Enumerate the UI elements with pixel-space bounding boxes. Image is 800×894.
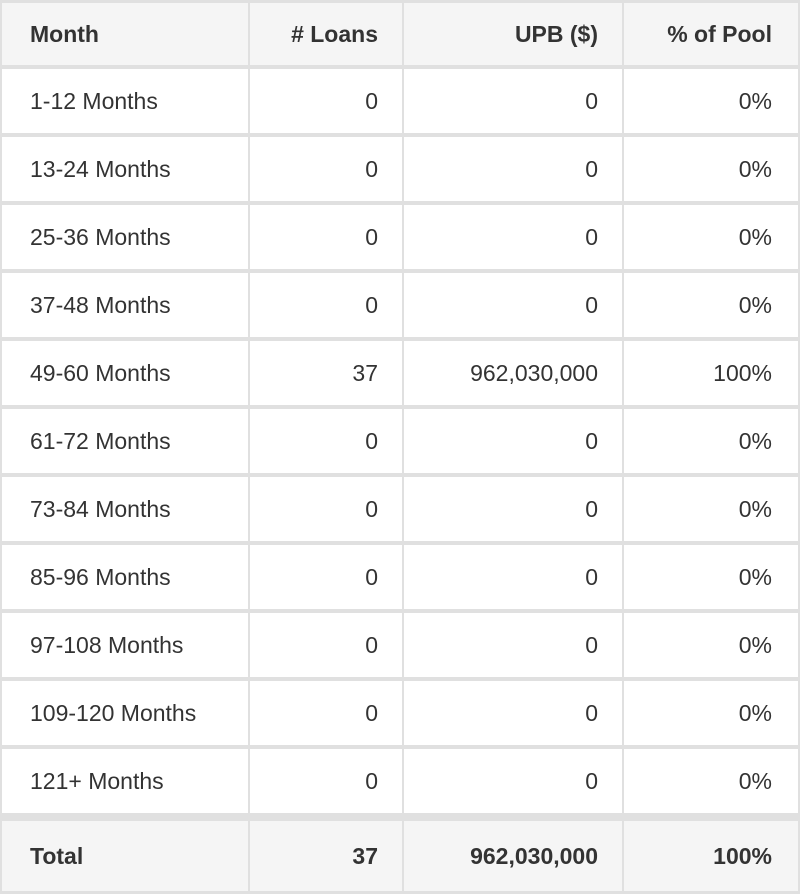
month-cell: 85-96 Months (2, 544, 248, 610)
loans-cell: 37 (250, 340, 402, 406)
table-row: 37-48 Months 0 0 0% (2, 272, 798, 338)
pct-cell: 0% (624, 544, 798, 610)
upb-cell: 0 (404, 612, 622, 678)
upb-cell: 962,030,000 (404, 340, 622, 406)
total-loans-cell: 37 (250, 816, 402, 892)
upb-cell: 0 (404, 204, 622, 270)
table-row: 61-72 Months 0 0 0% (2, 408, 798, 474)
pct-cell: 0% (624, 748, 798, 814)
upb-cell: 0 (404, 408, 622, 474)
table-row: 73-84 Months 0 0 0% (2, 476, 798, 542)
total-upb-cell: 962,030,000 (404, 816, 622, 892)
month-cell: 37-48 Months (2, 272, 248, 338)
table-row: 97-108 Months 0 0 0% (2, 612, 798, 678)
month-cell: 73-84 Months (2, 476, 248, 542)
upb-cell: 0 (404, 544, 622, 610)
upb-cell: 0 (404, 680, 622, 746)
month-cell: 25-36 Months (2, 204, 248, 270)
total-pct-cell: 100% (624, 816, 798, 892)
pct-cell: 0% (624, 680, 798, 746)
loans-cell: 0 (250, 136, 402, 202)
table-row: 109-120 Months 0 0 0% (2, 680, 798, 746)
pct-cell: 0% (624, 204, 798, 270)
column-header-upb: UPB ($) (404, 2, 622, 66)
month-cell: 1-12 Months (2, 68, 248, 134)
upb-cell: 0 (404, 272, 622, 338)
upb-cell: 0 (404, 748, 622, 814)
loans-cell: 0 (250, 272, 402, 338)
month-cell: 121+ Months (2, 748, 248, 814)
total-label-cell: Total (2, 816, 248, 892)
upb-cell: 0 (404, 136, 622, 202)
table-row: 49-60 Months 37 962,030,000 100% (2, 340, 798, 406)
pct-cell: 100% (624, 340, 798, 406)
table-row: 1-12 Months 0 0 0% (2, 68, 798, 134)
pct-cell: 0% (624, 68, 798, 134)
month-cell: 97-108 Months (2, 612, 248, 678)
loans-cell: 0 (250, 476, 402, 542)
loans-cell: 0 (250, 68, 402, 134)
upb-cell: 0 (404, 476, 622, 542)
table-row: 25-36 Months 0 0 0% (2, 204, 798, 270)
total-row: Total 37 962,030,000 100% (2, 816, 798, 892)
upb-cell: 0 (404, 68, 622, 134)
month-cell: 13-24 Months (2, 136, 248, 202)
loans-cell: 0 (250, 204, 402, 270)
column-header-loans: # Loans (250, 2, 402, 66)
column-header-month: Month (2, 2, 248, 66)
pct-cell: 0% (624, 136, 798, 202)
month-cell: 61-72 Months (2, 408, 248, 474)
table-row: 121+ Months 0 0 0% (2, 748, 798, 814)
pct-cell: 0% (624, 612, 798, 678)
table-row: 85-96 Months 0 0 0% (2, 544, 798, 610)
month-cell: 49-60 Months (2, 340, 248, 406)
loans-cell: 0 (250, 748, 402, 814)
header-row: Month # Loans UPB ($) % of Pool (2, 2, 798, 66)
column-header-pct: % of Pool (624, 2, 798, 66)
loans-cell: 0 (250, 680, 402, 746)
pct-cell: 0% (624, 272, 798, 338)
loans-cell: 0 (250, 612, 402, 678)
table-row: 13-24 Months 0 0 0% (2, 136, 798, 202)
pct-cell: 0% (624, 476, 798, 542)
loans-cell: 0 (250, 544, 402, 610)
loans-cell: 0 (250, 408, 402, 474)
month-cell: 109-120 Months (2, 680, 248, 746)
pct-cell: 0% (624, 408, 798, 474)
